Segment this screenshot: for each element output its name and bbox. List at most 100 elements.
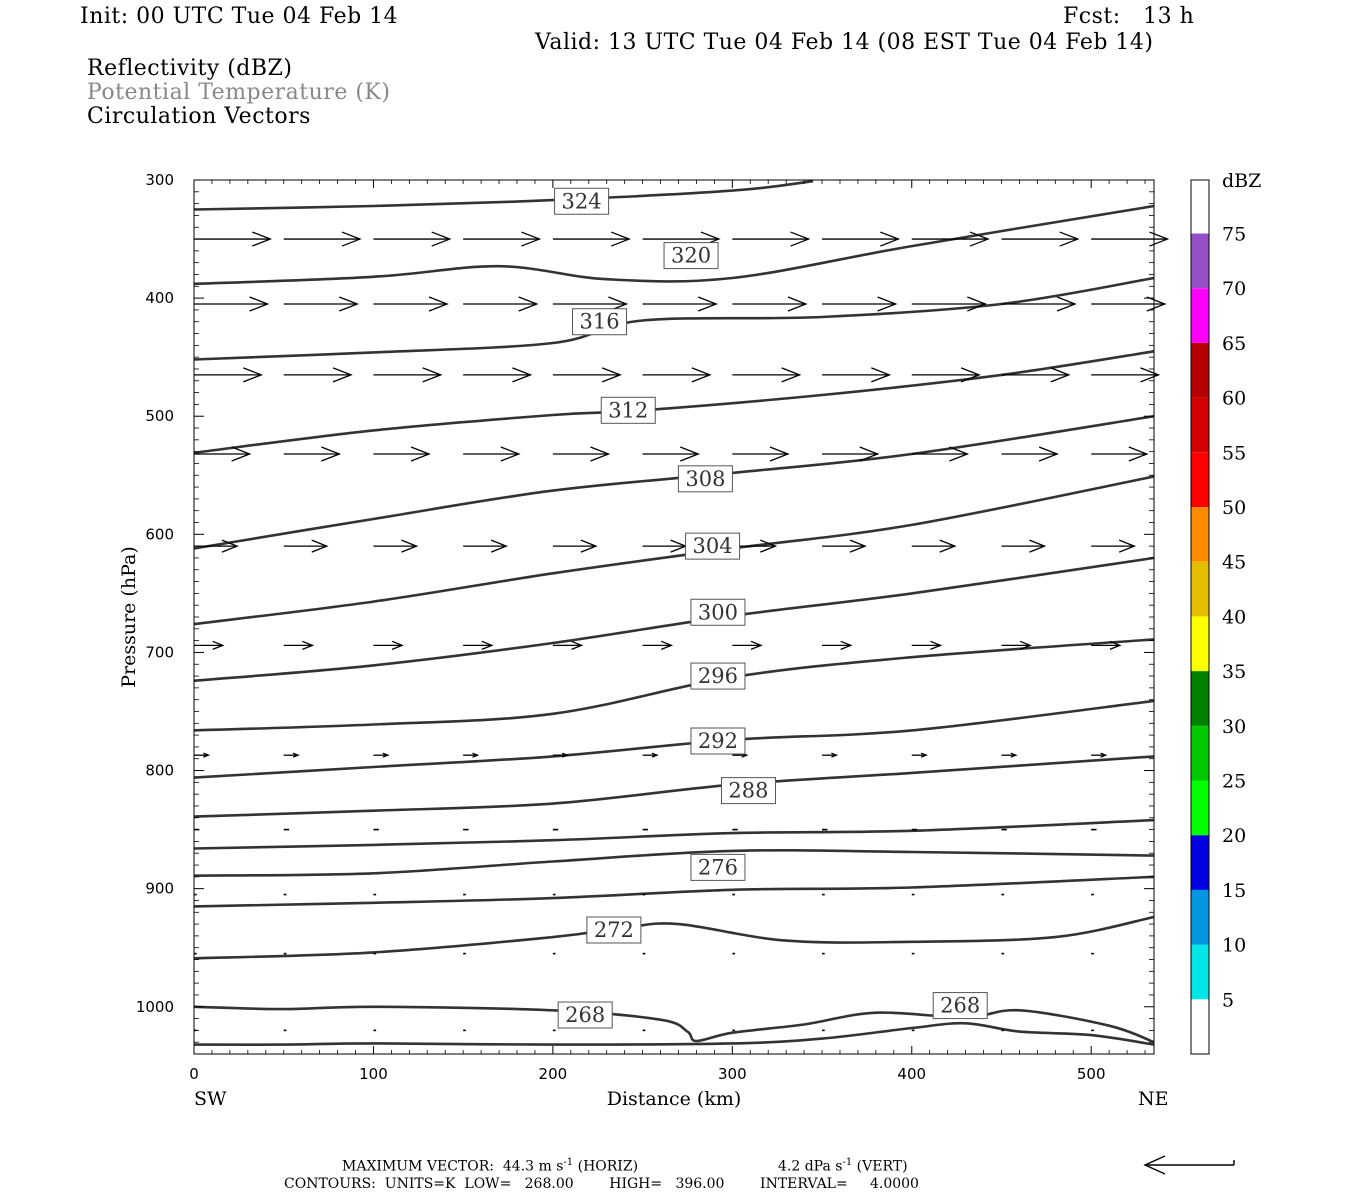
contour-label-320: 320 bbox=[671, 244, 711, 268]
x-tick-label: 500 bbox=[1077, 1065, 1106, 1083]
contour-label-box bbox=[932, 992, 988, 1020]
contour-label-272: 272 bbox=[594, 918, 634, 942]
circulation-vector bbox=[732, 231, 811, 247]
circulation-vector bbox=[194, 539, 239, 553]
colorbar-level-label: 5 bbox=[1222, 989, 1234, 1011]
contour-label-box bbox=[572, 308, 628, 336]
contour-label-box bbox=[720, 777, 776, 805]
reference-vector-arrow bbox=[1143, 1155, 1235, 1175]
circulation-vector bbox=[194, 296, 270, 312]
y-tick-label: 600 bbox=[145, 525, 174, 543]
circulation-vector bbox=[822, 640, 853, 650]
valid-time: Valid: 13 UTC Tue 04 Feb 14 (08 EST Tue … bbox=[535, 30, 1154, 55]
circulation-vector bbox=[1001, 231, 1080, 247]
y-tick-label: 400 bbox=[145, 289, 174, 307]
colorbar-cell bbox=[1191, 288, 1209, 343]
circulation-vector bbox=[283, 367, 353, 383]
colorbar: 5 10 15 20 25 30 35 40 45 50 55 60 65 70 75 bbox=[1190, 178, 1246, 1055]
x-tick-label: 0 bbox=[189, 1065, 199, 1083]
theta-contour-324 bbox=[193, 179, 814, 211]
circulation-vector bbox=[642, 446, 701, 462]
circulation-vector bbox=[911, 446, 970, 462]
circulation-vector bbox=[552, 752, 569, 758]
circulation-vector bbox=[373, 446, 431, 462]
circulation-vectors bbox=[194, 231, 1170, 1032]
theta-contour-320 bbox=[193, 204, 1155, 286]
circulation-vector bbox=[463, 231, 542, 247]
circulation-vector bbox=[911, 231, 990, 247]
circulation-vector bbox=[283, 231, 362, 247]
y-tick-label: 500 bbox=[145, 407, 174, 425]
theta-contour-304 bbox=[193, 475, 1155, 626]
theta-contour-308 bbox=[193, 414, 1155, 550]
y-tick-label: 900 bbox=[145, 880, 174, 898]
circulation-vector bbox=[822, 296, 898, 312]
circulation-vector bbox=[911, 752, 928, 758]
contour-label-box bbox=[554, 187, 610, 215]
colorbar-cell bbox=[1191, 342, 1209, 398]
contour-label-box bbox=[690, 598, 746, 626]
contour-label-box bbox=[685, 532, 741, 560]
footer-contours-info: CONTOURS: UNITS=K LOW= 268.00 HIGH= 396.… bbox=[284, 1176, 919, 1192]
circulation-vector bbox=[194, 752, 211, 758]
circulation-vector bbox=[822, 752, 839, 758]
contour-label-box bbox=[586, 916, 642, 944]
circulation-vector bbox=[1091, 231, 1170, 247]
y-tick-label: 700 bbox=[145, 643, 174, 661]
colorbar-cell bbox=[1191, 835, 1209, 890]
init-time: Init: 00 UTC Tue 04 Feb 14 bbox=[80, 4, 399, 29]
circulation-vector bbox=[822, 539, 867, 553]
circulation-vector bbox=[1001, 539, 1047, 553]
contour-label-276: 276 bbox=[698, 855, 738, 879]
y-tick-label: 800 bbox=[145, 762, 174, 780]
colorbar-frame bbox=[1190, 179, 1210, 1055]
colorbar-cell bbox=[1191, 944, 1209, 1000]
colorbar-cell bbox=[1191, 397, 1209, 453]
theta-contour-316 bbox=[193, 276, 1155, 361]
colorbar-level-label: 40 bbox=[1222, 606, 1246, 628]
circulation-vector bbox=[911, 640, 943, 650]
contour-label-316: 316 bbox=[579, 310, 619, 334]
circulation-vector bbox=[732, 446, 790, 462]
contour-labels: 324 320 316 312 308 304 300 296 292 288 276 272 268 2… bbox=[554, 187, 988, 1029]
colorbar-level-label: 20 bbox=[1222, 825, 1246, 847]
x-tick-label: 200 bbox=[539, 1065, 568, 1083]
y-tick-label: 300 bbox=[145, 171, 174, 189]
field-potential-temperature: Potential Temperature (K) bbox=[87, 80, 391, 105]
circulation-vector bbox=[1001, 367, 1071, 383]
contour-label-268: 268 bbox=[940, 994, 980, 1018]
theta-contours bbox=[193, 179, 1155, 1046]
theta-contour-268 bbox=[193, 1021, 1155, 1046]
circulation-vector bbox=[911, 367, 981, 383]
circulation-vector bbox=[463, 640, 494, 650]
colorbar-cell bbox=[1191, 889, 1209, 945]
circulation-vector bbox=[1001, 752, 1018, 758]
contour-label-308: 308 bbox=[685, 467, 725, 491]
colorbar-level-label: 75 bbox=[1222, 224, 1246, 246]
circulation-vector bbox=[373, 539, 419, 553]
circulation-vector bbox=[1001, 446, 1059, 462]
x-tick-label: 300 bbox=[718, 1065, 747, 1083]
circulation-vector bbox=[373, 640, 404, 650]
circulation-vector bbox=[1091, 367, 1161, 383]
circulation-vector bbox=[642, 640, 674, 650]
theta-contour-300 bbox=[193, 556, 1155, 683]
colorbar-cell bbox=[1191, 507, 1209, 562]
contour-label-300: 300 bbox=[698, 600, 738, 624]
circulation-vector bbox=[732, 296, 808, 312]
colorbar-level-label: 50 bbox=[1222, 497, 1246, 519]
colorbar-level-label: 25 bbox=[1222, 771, 1246, 793]
colorbar-level-label: 15 bbox=[1222, 880, 1246, 902]
colorbar-level-label: 65 bbox=[1222, 333, 1246, 355]
contour-label-296: 296 bbox=[698, 664, 738, 688]
circulation-vector bbox=[373, 367, 443, 383]
circulation-vector bbox=[1091, 539, 1137, 553]
circulation-vector bbox=[732, 640, 763, 650]
x-axis-right-end-label: NE bbox=[1138, 1088, 1169, 1110]
circulation-vector bbox=[911, 539, 957, 553]
circulation-vector bbox=[552, 367, 622, 383]
circulation-vector bbox=[552, 640, 584, 650]
colorbar-level-label: 35 bbox=[1222, 661, 1246, 683]
circulation-vector bbox=[463, 752, 480, 758]
